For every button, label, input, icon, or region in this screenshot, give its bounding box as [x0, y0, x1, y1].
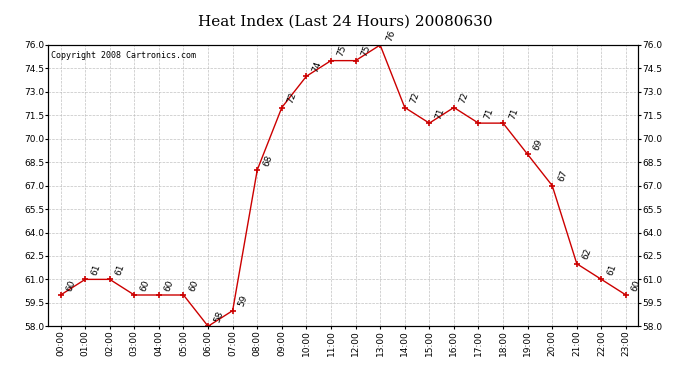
- Text: 60: 60: [139, 278, 151, 292]
- Text: 69: 69: [532, 138, 544, 152]
- Text: 62: 62: [581, 247, 593, 261]
- Text: 58: 58: [213, 310, 225, 324]
- Text: 59: 59: [237, 294, 249, 308]
- Text: 68: 68: [262, 153, 274, 167]
- Text: 71: 71: [507, 106, 520, 120]
- Text: 61: 61: [114, 263, 126, 277]
- Text: 75: 75: [335, 44, 348, 58]
- Text: 74: 74: [310, 60, 323, 74]
- Text: 61: 61: [89, 263, 101, 277]
- Text: 76: 76: [384, 28, 397, 42]
- Text: 60: 60: [65, 278, 77, 292]
- Text: 71: 71: [482, 106, 495, 120]
- Text: 67: 67: [556, 169, 569, 183]
- Text: 72: 72: [458, 91, 471, 105]
- Text: Heat Index (Last 24 Hours) 20080630: Heat Index (Last 24 Hours) 20080630: [198, 15, 492, 29]
- Text: 72: 72: [409, 91, 421, 105]
- Text: 60: 60: [163, 278, 175, 292]
- Text: 61: 61: [606, 263, 618, 277]
- Text: 60: 60: [630, 278, 642, 292]
- Text: 60: 60: [188, 278, 200, 292]
- Text: Copyright 2008 Cartronics.com: Copyright 2008 Cartronics.com: [51, 51, 196, 60]
- Text: 75: 75: [359, 44, 372, 58]
- Text: 72: 72: [286, 91, 298, 105]
- Text: 71: 71: [433, 106, 446, 120]
